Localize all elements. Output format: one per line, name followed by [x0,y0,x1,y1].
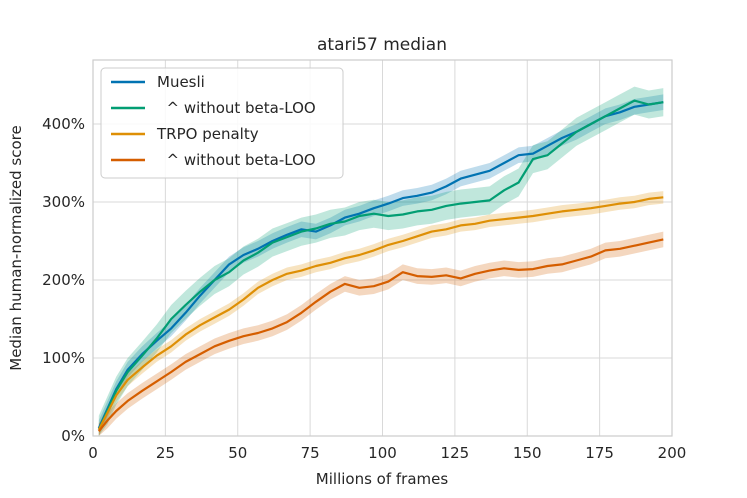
chart-title: atari57 median [317,35,447,55]
x-tick-label: 25 [156,444,175,462]
x-tick-label: 200 [658,444,687,462]
y-tick-labels: 0% 100% 200% 300% 400% [42,115,85,445]
x-tick-label: 125 [441,444,470,462]
legend: Muesli ^ without beta-LOO TRPO penalty ^ … [100,67,344,179]
x-axis-label: Millions of frames [316,470,449,488]
legend-label-0: Muesli [157,73,205,91]
series-line-2 [97,196,664,431]
x-tick-label: 0 [88,444,98,462]
series-band-1 [98,86,664,436]
legend-box [100,67,344,179]
y-axis-label: Median human-normalized score [7,125,25,371]
y-tick-label: 100% [42,349,85,367]
x-tick-label: 175 [585,444,614,462]
series-line-0 [97,101,664,429]
plot-frame [92,59,673,437]
legend-label-3: ^ without beta-LOO [157,151,316,169]
x-tick-label: 50 [228,444,247,462]
series-lines [97,99,664,432]
legend-label-2: TRPO penalty [156,125,259,143]
series-band-3 [98,231,664,436]
y-tick-label: 400% [42,115,85,133]
y-tick-label: 0% [61,427,85,445]
x-tick-label: 150 [513,444,542,462]
legend-label-1: ^ without beta-LOO [157,99,316,117]
x-tick-labels: 0 25 50 75 100 125 150 175 200 [88,444,686,462]
series-line-3 [97,238,664,432]
confidence-bands [98,86,664,437]
y-tick-label: 300% [42,193,85,211]
y-tick-label: 200% [42,271,85,289]
series-band-2 [98,191,664,436]
series-line-1 [97,99,664,431]
x-tick-label: 75 [301,444,320,462]
x-tick-label: 100 [368,444,397,462]
